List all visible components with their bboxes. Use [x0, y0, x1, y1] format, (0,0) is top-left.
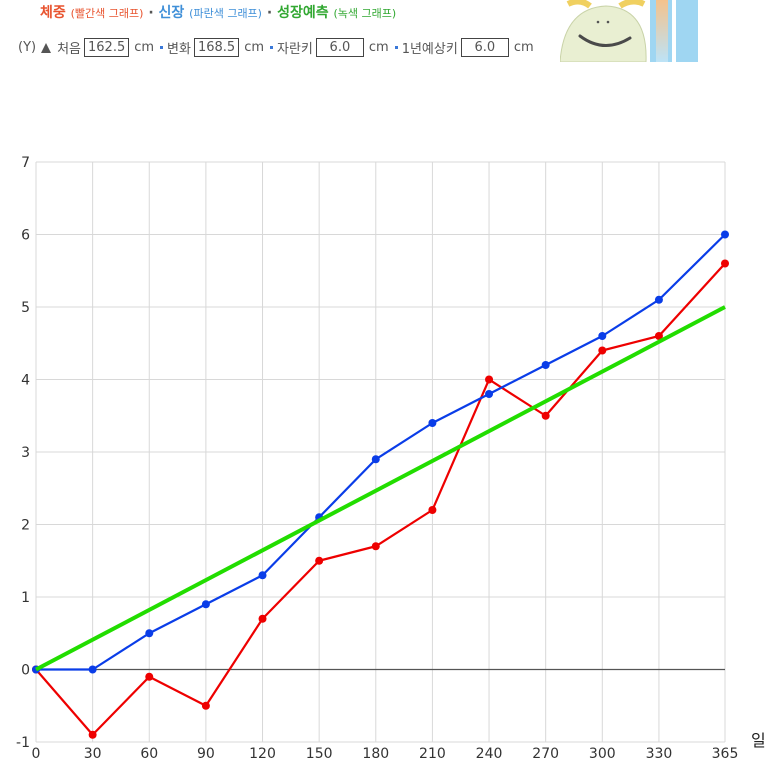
data-point — [485, 390, 494, 398]
y-tick-label: 7 — [21, 155, 30, 171]
unit-label: cm — [368, 40, 389, 55]
tick-labels: 0 30 60 90 120 150 180 210 240 270 300 330 365-10123… — [16, 155, 738, 760]
x-tick-label: 300 — [589, 746, 616, 760]
yearly-label: 1년예상키 — [401, 42, 458, 57]
x-tick-label: 240 — [476, 746, 503, 760]
data-point — [541, 411, 550, 420]
y-tick-label: 3 — [21, 445, 30, 461]
data-point — [371, 455, 380, 464]
legend-separator: · — [148, 5, 154, 21]
y-tick-label: 6 — [21, 228, 30, 244]
data-point — [88, 730, 97, 739]
initial-height-field[interactable]: 162.5 — [84, 38, 130, 57]
data-point — [598, 332, 607, 340]
legend-weight-label: 체중 — [40, 5, 66, 21]
legend-separator: · — [266, 5, 273, 21]
x-tick-label: 120 — [249, 746, 276, 760]
grid — [35, 161, 726, 743]
unit-label: cm — [244, 40, 264, 55]
data-point — [258, 571, 267, 580]
mascot-illustration — [560, 0, 698, 62]
series — [32, 230, 729, 739]
data-point — [721, 230, 729, 239]
legend-height-label: 신장 — [158, 5, 185, 21]
bullet-icon — [394, 46, 398, 49]
x-tick-label: 30 — [84, 746, 102, 760]
legend-weight-note: (빨간색 그래프) — [70, 7, 144, 20]
legend-predict-label: 성장예측 — [277, 5, 329, 21]
growth-field[interactable]: 6.0 — [315, 38, 364, 57]
y-tick-label: 5 — [21, 300, 30, 316]
data-point — [315, 556, 324, 565]
data-point — [145, 672, 154, 681]
growth-chart: 0 30 60 90 120 150 180 210 240 270 300 330 365-10123… — [16, 155, 738, 760]
data-point — [485, 375, 494, 384]
data-point — [721, 259, 729, 268]
x-tick-label: 180 — [362, 746, 389, 760]
data-point — [654, 332, 663, 340]
y-axis-prefix: (Y) — [18, 40, 37, 55]
series-line — [35, 262, 726, 736]
data-point — [145, 629, 154, 638]
data-point — [201, 701, 210, 710]
x-tick-label: 60 — [140, 746, 158, 760]
initial-label: 처음 — [57, 42, 82, 57]
y-tick-label: 2 — [21, 518, 30, 534]
growth-label: 자란키 — [277, 42, 313, 57]
data-point — [201, 600, 210, 609]
unit-label: cm — [134, 40, 155, 55]
x-tick-label: 90 — [197, 746, 215, 760]
changed-height-field[interactable]: 168.5 — [193, 38, 240, 57]
change-label: 변화 — [167, 42, 191, 57]
legend-predict-note: (녹색 그래프) — [333, 7, 397, 20]
data-point — [428, 506, 437, 514]
x-tick-label: 330 — [646, 746, 673, 760]
height-controls: (Y) 처음 162.5 cm 변화 168.5 cm 자란키 6.0 cm 1… — [18, 38, 534, 57]
data-point — [541, 361, 550, 369]
data-point — [258, 614, 267, 623]
x-tick-label: 210 — [419, 746, 446, 760]
yearly-prediction-field[interactable]: 6.0 — [460, 38, 509, 57]
series-line — [35, 305, 726, 672]
up-arrow-icon — [41, 42, 52, 53]
y-tick-label: 0 — [21, 663, 30, 679]
y-tick-label: 4 — [21, 373, 30, 389]
data-point — [654, 295, 663, 304]
x-tick-label: 150 — [306, 746, 333, 760]
data-point — [428, 419, 437, 427]
data-point — [598, 346, 607, 355]
x-tick-label: 0 — [32, 746, 41, 760]
legend-height-note: (파란색 그래프) — [189, 7, 262, 20]
data-point — [88, 665, 97, 674]
unit-label: cm — [513, 40, 534, 55]
y-tick-label: -1 — [16, 735, 30, 751]
x-axis-unit: 일 — [751, 731, 766, 750]
y-tick-label: 1 — [21, 590, 30, 606]
x-tick-label: 270 — [532, 746, 559, 760]
legend: 체중 (빨간색 그래프) · 신장 (파란색 그래프) · 성장예측 (녹색 그… — [40, 2, 396, 22]
bullet-icon — [160, 46, 164, 49]
x-tick-label: 365 — [712, 746, 739, 760]
bullet-icon — [270, 46, 273, 49]
data-point — [371, 542, 380, 551]
